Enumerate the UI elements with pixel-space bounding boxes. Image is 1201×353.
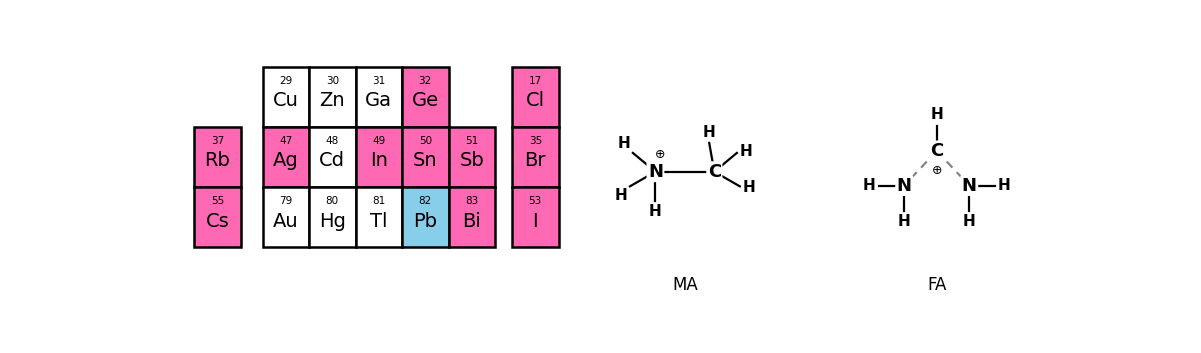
Text: H: H: [898, 214, 910, 229]
Text: Au: Au: [273, 211, 299, 231]
Text: 50: 50: [419, 136, 432, 146]
Text: 32: 32: [419, 76, 432, 86]
Text: C: C: [707, 163, 721, 181]
Bar: [355, 187, 402, 247]
Text: N: N: [962, 176, 976, 195]
Text: Rb: Rb: [204, 151, 231, 170]
Text: Cu: Cu: [273, 91, 299, 110]
Text: H: H: [862, 178, 876, 193]
Text: 48: 48: [325, 136, 339, 146]
Text: Cd: Cd: [319, 151, 345, 170]
Text: N: N: [897, 176, 912, 195]
Text: 31: 31: [372, 76, 386, 86]
Text: FA: FA: [927, 276, 946, 294]
Text: 79: 79: [279, 196, 292, 207]
Text: 80: 80: [325, 196, 339, 207]
Text: Ag: Ag: [273, 151, 299, 170]
Text: H: H: [931, 107, 943, 122]
Bar: [309, 67, 355, 127]
Text: 17: 17: [528, 76, 542, 86]
Text: N: N: [647, 163, 663, 181]
Text: H: H: [998, 178, 1011, 193]
Bar: [512, 67, 558, 127]
Text: H: H: [615, 188, 628, 203]
Bar: [309, 127, 355, 187]
Bar: [195, 187, 240, 247]
Bar: [402, 67, 448, 127]
Text: Tl: Tl: [370, 211, 388, 231]
Text: Pb: Pb: [413, 211, 437, 231]
Text: 49: 49: [372, 136, 386, 146]
Text: Bi: Bi: [462, 211, 482, 231]
Text: $\oplus$: $\oplus$: [655, 148, 665, 161]
Text: H: H: [649, 204, 662, 219]
Bar: [309, 187, 355, 247]
Text: 37: 37: [211, 136, 225, 146]
Bar: [195, 127, 240, 187]
Text: I: I: [532, 211, 538, 231]
Text: Sn: Sn: [413, 151, 437, 170]
Text: 81: 81: [372, 196, 386, 207]
Text: Zn: Zn: [319, 91, 345, 110]
Text: 35: 35: [528, 136, 542, 146]
Text: H: H: [963, 214, 975, 229]
Text: Hg: Hg: [318, 211, 346, 231]
Text: 83: 83: [465, 196, 478, 207]
Bar: [263, 127, 309, 187]
Text: H: H: [740, 144, 753, 159]
Text: 47: 47: [279, 136, 292, 146]
Text: Ga: Ga: [365, 91, 393, 110]
Bar: [355, 127, 402, 187]
Text: Br: Br: [525, 151, 546, 170]
Bar: [512, 187, 558, 247]
Text: 30: 30: [325, 76, 339, 86]
Text: $\oplus$: $\oplus$: [931, 164, 943, 177]
Bar: [512, 127, 558, 187]
Text: 29: 29: [279, 76, 292, 86]
Text: Cs: Cs: [205, 211, 229, 231]
Text: Cl: Cl: [526, 91, 545, 110]
Text: H: H: [743, 180, 755, 196]
Text: Sb: Sb: [459, 151, 484, 170]
Bar: [263, 187, 309, 247]
Bar: [402, 187, 448, 247]
Text: In: In: [370, 151, 388, 170]
Text: 55: 55: [211, 196, 225, 207]
Text: 82: 82: [419, 196, 432, 207]
Text: H: H: [703, 125, 716, 140]
Bar: [263, 67, 309, 127]
Bar: [448, 187, 495, 247]
Bar: [355, 67, 402, 127]
Bar: [402, 127, 448, 187]
Text: C: C: [930, 142, 943, 160]
Text: MA: MA: [673, 276, 698, 294]
Text: H: H: [617, 136, 631, 151]
Text: 53: 53: [528, 196, 542, 207]
Text: 51: 51: [465, 136, 478, 146]
Text: Ge: Ge: [412, 91, 438, 110]
Bar: [448, 127, 495, 187]
